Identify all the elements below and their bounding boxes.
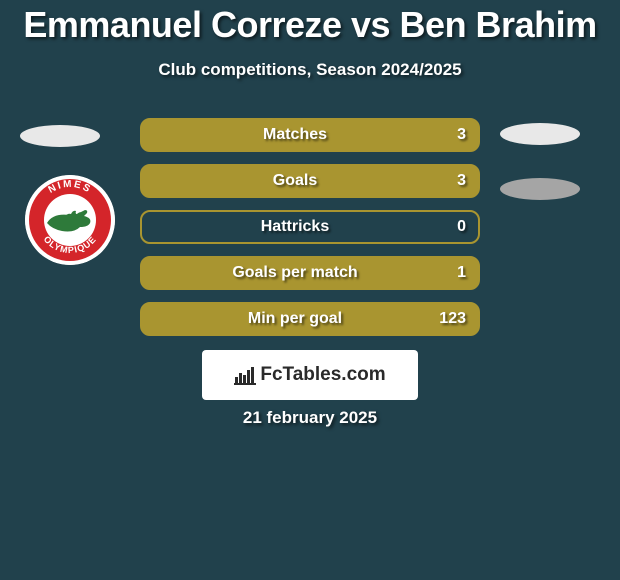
comparison-card: Emmanuel Correze vs Ben Brahim Club comp… [0, 0, 620, 580]
stat-label: Goals per match [142, 264, 478, 282]
ellipse-right-1 [500, 123, 580, 145]
bar-chart-icon [234, 365, 256, 385]
stat-row: Min per goal123 [140, 302, 480, 336]
ellipse-right-2 [500, 178, 580, 200]
page-title: Emmanuel Correze vs Ben Brahim [0, 0, 620, 46]
stat-value: 3 [457, 126, 466, 144]
brand-attribution[interactable]: FcTables.com [202, 350, 418, 400]
stat-row: Hattricks0 [140, 210, 480, 244]
stat-label: Min per goal [142, 310, 478, 328]
stat-row: Matches3 [140, 118, 480, 152]
subtitle: Club competitions, Season 2024/2025 [0, 60, 620, 80]
stat-value: 1 [457, 264, 466, 282]
club-badge-left: NIMES OLYMPIQUE [25, 175, 115, 265]
stat-row: Goals per match1 [140, 256, 480, 290]
ellipse-left-1 [20, 125, 100, 147]
stat-row: Goals3 [140, 164, 480, 198]
stat-value: 0 [457, 218, 466, 236]
stat-value: 3 [457, 172, 466, 190]
stat-label: Goals [142, 172, 478, 190]
brand-text: FcTables.com [260, 364, 385, 386]
date-line: 21 february 2025 [0, 408, 620, 428]
stat-value: 123 [439, 310, 466, 328]
stat-label: Matches [142, 126, 478, 144]
stat-label: Hattricks [142, 218, 478, 236]
